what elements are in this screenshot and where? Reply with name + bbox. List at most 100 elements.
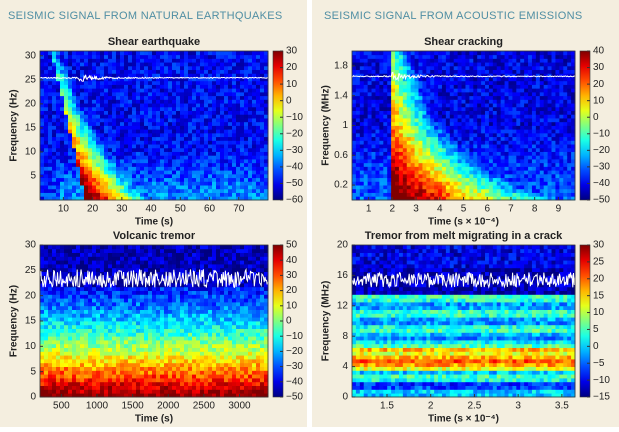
spectrogram-cell [104,62,108,66]
spectrogram-cell [352,118,356,122]
spectrogram-cell [44,193,48,197]
spectrogram-cell [136,181,140,185]
spectrogram-cell [132,163,136,167]
spectrogram-cell [92,66,96,70]
spectrogram-cell [60,291,64,295]
spectrogram-cell [430,107,434,111]
spectrogram-cell [540,66,544,70]
x-tick-label: 1 [366,204,372,215]
spectrogram-cell [116,103,120,107]
spectrogram-cell [256,133,260,137]
spectrogram-cell [368,70,372,74]
spectrogram-cell [458,189,462,193]
spectrogram-cell [192,51,196,55]
spectrogram-cell [512,148,516,152]
spectrogram-cell [144,140,148,144]
spectrogram-cell [260,55,264,59]
spectrogram-cell [446,70,450,74]
spectrogram-cell [458,137,462,141]
spectrogram-cell [465,189,469,193]
spectrogram-cell [104,111,108,115]
spectrogram-cell [430,178,434,182]
spectrogram-cell [220,189,224,193]
spectrogram-cell [356,122,360,126]
spectrogram-cell [477,185,481,189]
spectrogram-cell [548,103,552,107]
spectrogram-cell [454,111,458,115]
spectrogram-cell [442,85,446,89]
spectrogram-cell [532,159,536,163]
spectrogram-cell [100,155,104,159]
spectrogram-cell [224,118,228,122]
spectrogram-cell [240,58,244,62]
spectrogram-cell [532,163,536,167]
spectrogram-cell [516,152,520,156]
spectrogram-cell [248,152,252,156]
spectrogram-cell [120,81,124,85]
spectrogram-cell [132,88,136,92]
spectrogram-cell [136,140,140,144]
spectrogram-cell [372,126,376,130]
spectrogram-cell [236,81,240,85]
spectrogram-cell [493,107,497,111]
spectrogram-cell [532,185,536,189]
spectrogram-cell [64,193,68,197]
spectrogram-cell [516,55,520,59]
spectrogram-cell [465,133,469,137]
spectrogram-cell [524,126,528,130]
spectrogram-cell [497,99,501,103]
spectrogram-cell [196,137,200,141]
spectrogram-cell [544,137,548,141]
spectrogram-cell [220,181,224,185]
spectrogram-cell [430,88,434,92]
spectrogram-cell [120,92,124,96]
spectrogram-cell [505,88,509,92]
spectrogram-cell [360,51,364,55]
spectrogram-cell [92,88,96,92]
spectrogram-cell [508,51,512,55]
spectrogram-cell [240,144,244,148]
spectrogram-cell [407,107,411,111]
spectrogram-cell [76,99,80,103]
spectrogram-cell [493,140,497,144]
spectrogram-cell [552,88,556,92]
spectrogram-cell [372,189,376,193]
spectrogram-cell [64,256,68,260]
spectrogram-cell [128,140,132,144]
spectrogram-cell [403,55,407,59]
spectrogram-cell [48,107,52,111]
spectrogram-cell [426,111,430,115]
spectrogram-cell [220,126,224,130]
spectrogram-cell [56,389,60,393]
spectrogram-cell [112,185,116,189]
spectrogram-cell [528,55,532,59]
spectrogram-cell [60,348,64,352]
spectrogram-cell [260,88,264,92]
spectrogram-cell [544,85,548,89]
spectrogram-cell [152,181,156,185]
spectrogram-cell [555,155,559,159]
spectrogram-cell [188,137,192,141]
spectrogram-cell [403,58,407,62]
spectrogram-cell [96,85,100,89]
spectrogram-cell [48,374,52,378]
spectrogram-cell [532,70,536,74]
spectrogram-cell [64,144,68,148]
spectrogram-cell [64,51,68,55]
spectrogram-cell [104,114,108,118]
spectrogram-cell [44,126,48,130]
spectrogram-cell [489,85,493,89]
spectrogram-cell [152,137,156,141]
spectrogram-cell [462,133,466,137]
spectrogram-cell [477,129,481,133]
spectrogram-cell [552,66,556,70]
spectrogram-cell [505,159,509,163]
spectrogram-cell [497,152,501,156]
spectrogram-cell [40,137,44,141]
spectrogram-cell [407,66,411,70]
spectrogram-cell [528,133,532,137]
spectrogram-cell [364,148,368,152]
spectrogram-cell [434,88,438,92]
spectrogram-cell [108,140,112,144]
spectrogram-cell [379,81,383,85]
